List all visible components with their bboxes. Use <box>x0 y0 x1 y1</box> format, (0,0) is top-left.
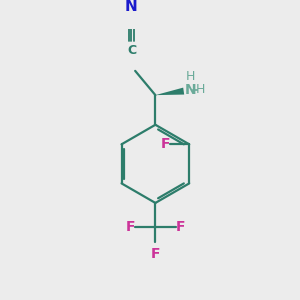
Text: H: H <box>196 83 205 96</box>
Text: N: N <box>184 83 196 97</box>
Text: F: F <box>126 220 135 234</box>
Text: F: F <box>151 248 160 261</box>
Text: F: F <box>176 220 185 234</box>
Text: H: H <box>186 70 195 83</box>
Polygon shape <box>155 88 184 95</box>
Text: C: C <box>127 44 136 58</box>
Text: N: N <box>125 0 137 14</box>
Text: F: F <box>161 137 170 151</box>
